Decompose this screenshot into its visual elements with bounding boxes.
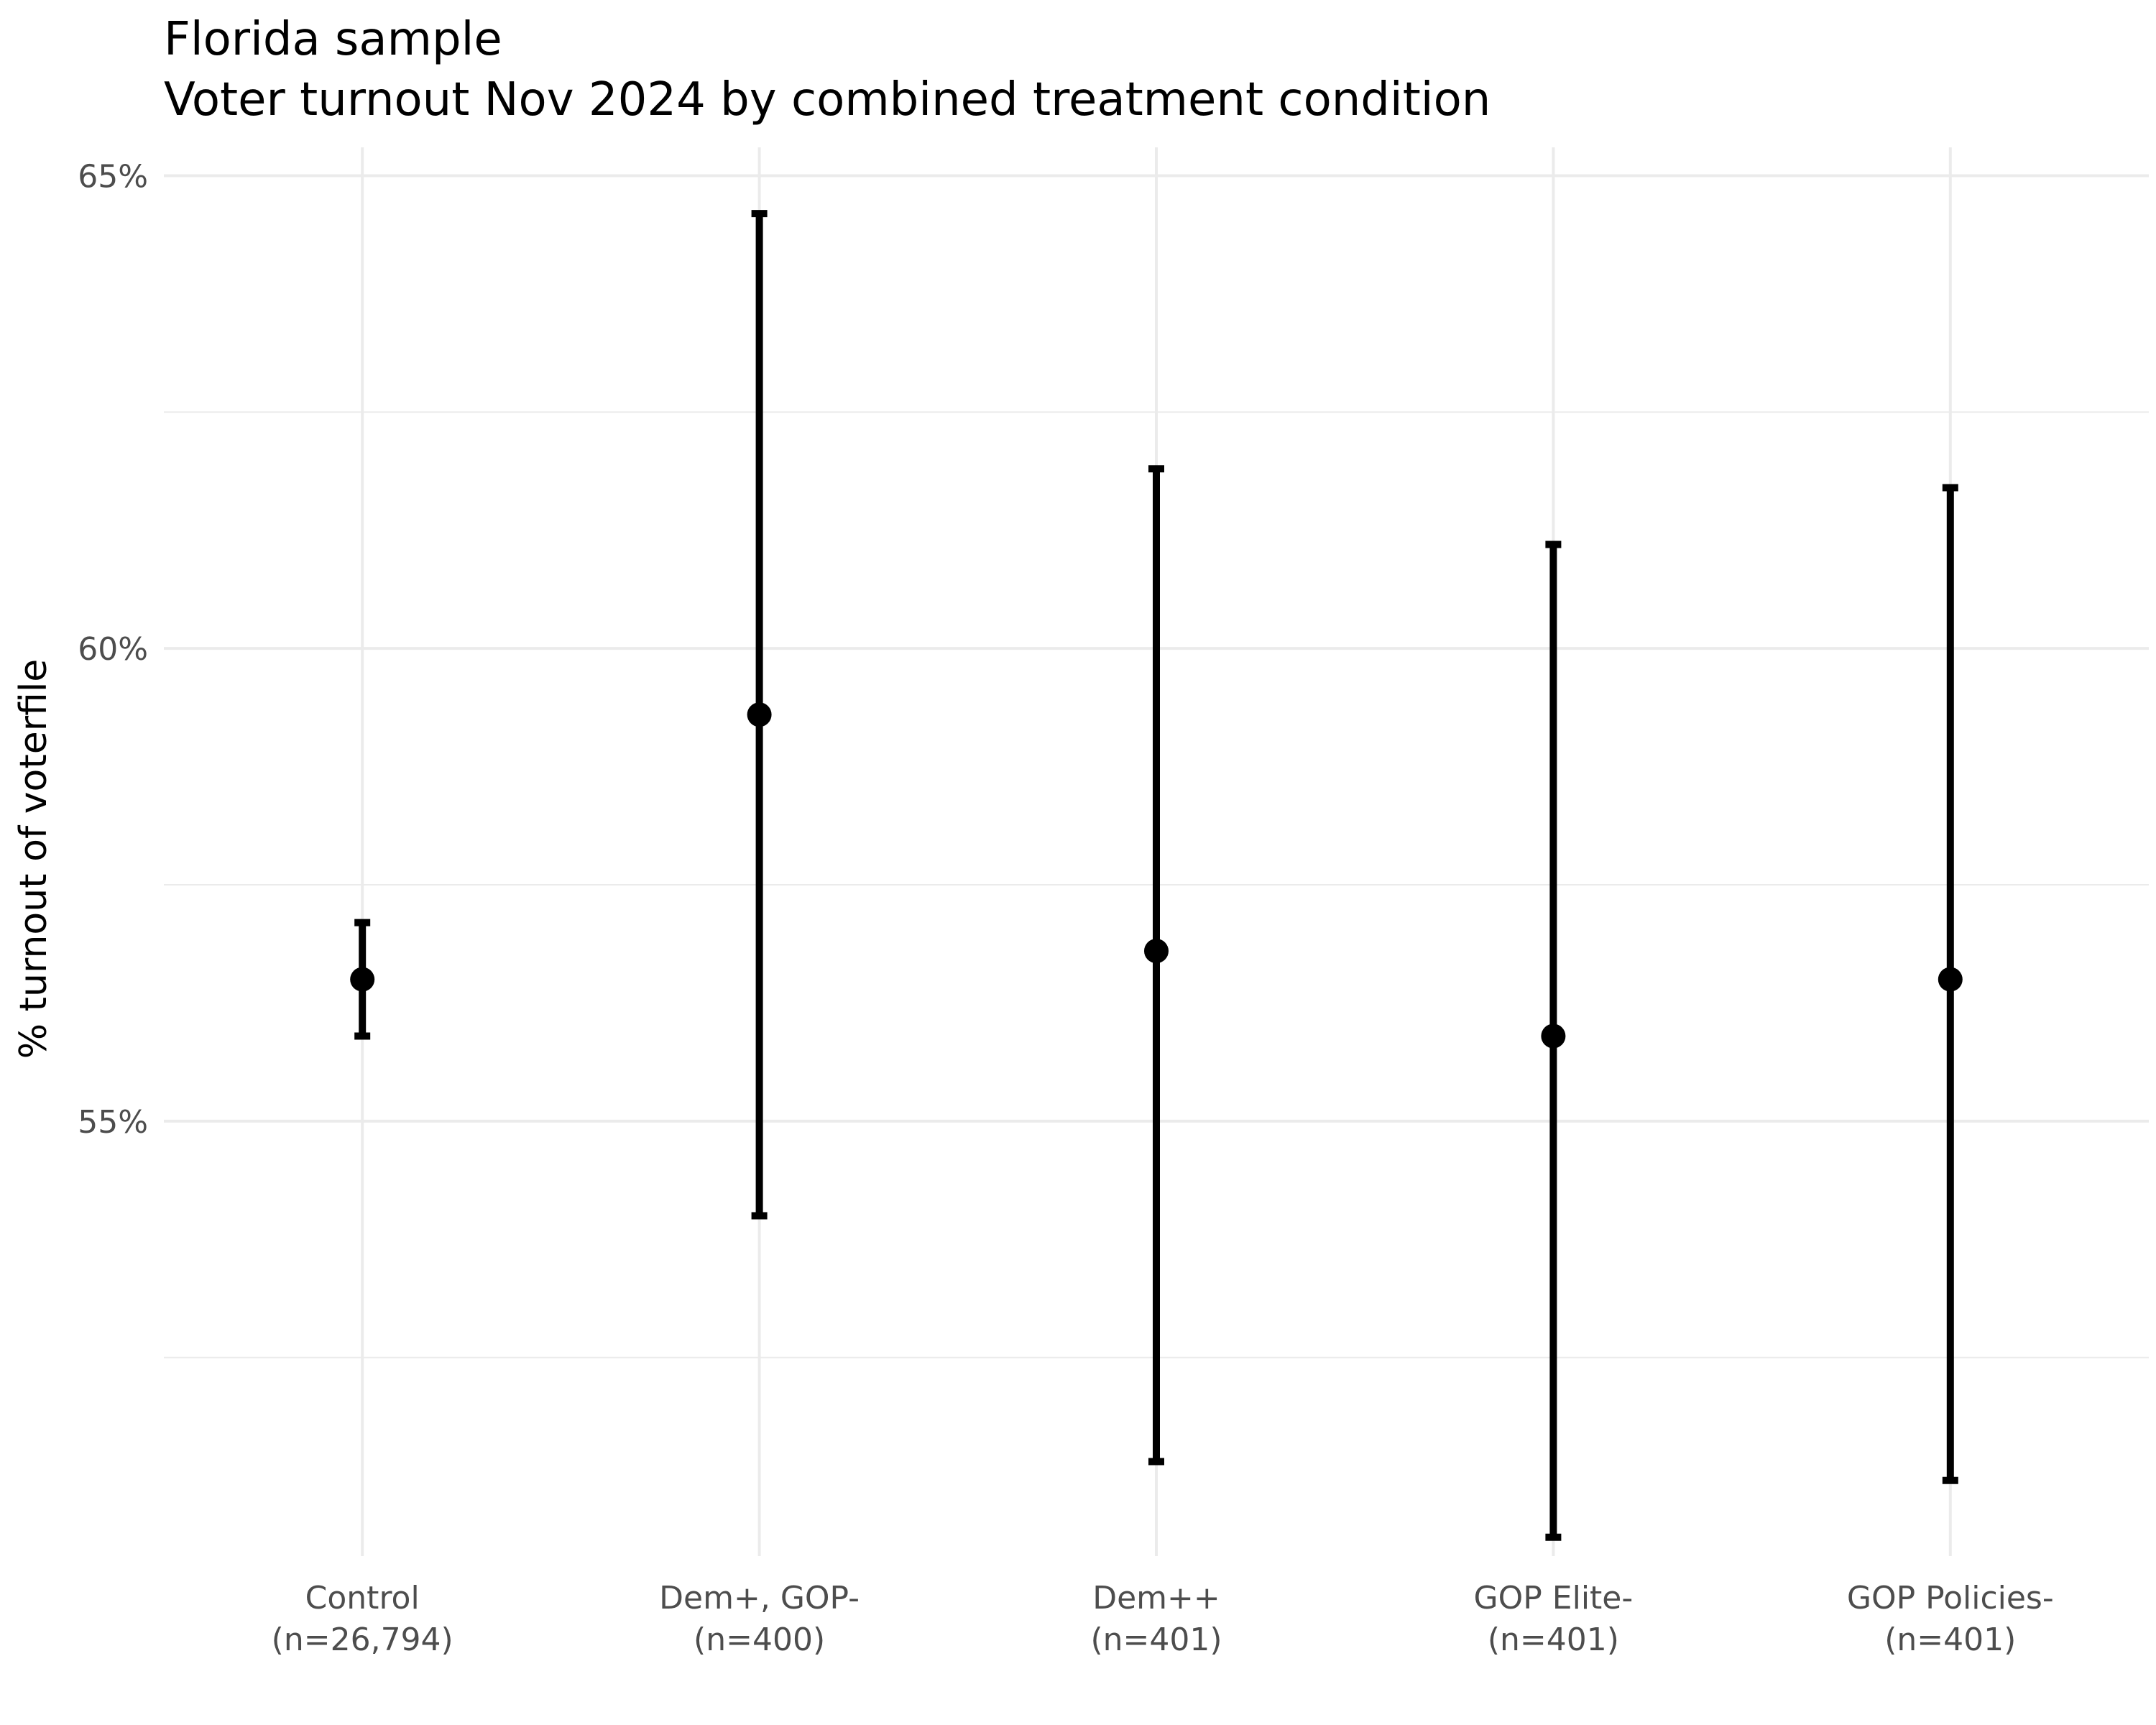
labels-layer: 55% 60% 65% Control (n=26,794) Dem+, GOP- (n=4… xyxy=(78,158,2054,1658)
point-estimate xyxy=(1938,967,1963,992)
y-tick-label: 60% xyxy=(78,631,148,668)
x-tick-n-label: (n=401) xyxy=(1090,1622,1222,1658)
x-tick-n-label: (n=400) xyxy=(694,1622,825,1658)
x-tick-label: GOP Elite- xyxy=(1474,1580,1634,1616)
point-estimate xyxy=(1541,1024,1566,1049)
x-tick-n-label: (n=401) xyxy=(1488,1622,1619,1658)
marks-layer xyxy=(350,210,1963,1541)
x-tick-label: GOP Policies- xyxy=(1847,1580,2054,1616)
x-tick-label: Control xyxy=(305,1580,420,1616)
y-tick-label: 55% xyxy=(78,1104,148,1141)
point-estimate xyxy=(1144,939,1169,964)
point-estimate xyxy=(350,967,375,992)
chart-title: Florida sample xyxy=(164,13,502,66)
chart-subtitle: Voter turnout Nov 2024 by combined treat… xyxy=(164,73,1491,126)
point-estimate xyxy=(747,702,772,727)
y-tick-label: 65% xyxy=(78,158,148,195)
y-axis-title: % turnout of voterfile xyxy=(12,659,55,1059)
x-tick-n-label: (n=401) xyxy=(1884,1622,2016,1658)
x-tick-label: Dem++ xyxy=(1092,1580,1220,1616)
x-tick-label: Dem+, GOP- xyxy=(659,1580,860,1616)
x-tick-n-label: (n=26,794) xyxy=(272,1622,453,1658)
